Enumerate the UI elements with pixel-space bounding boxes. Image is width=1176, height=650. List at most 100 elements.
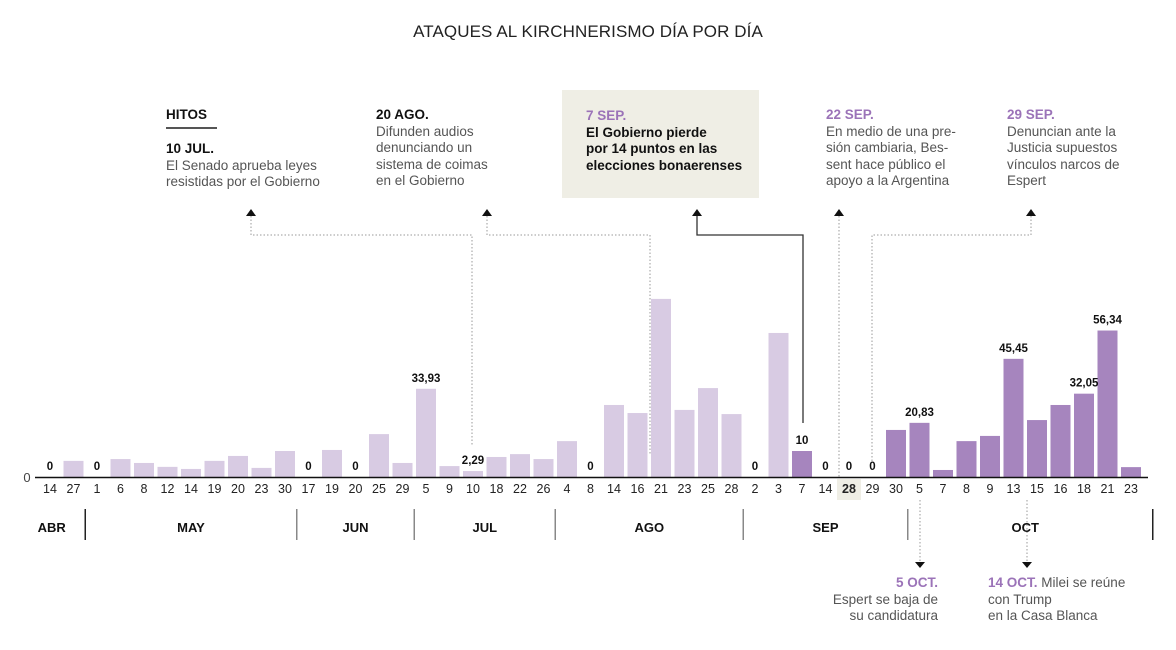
value-label-41: 45,45 [999, 343, 1028, 355]
bar-14 [369, 434, 389, 477]
value-label-35: 0 [869, 461, 875, 473]
x-tick-label-46: 23 [1124, 482, 1138, 496]
bar-17 [439, 466, 460, 477]
line: Denuncian ante la [1007, 123, 1116, 139]
x-tick-label-35: 29 [866, 482, 880, 496]
x-tick-label-30: 2 [752, 482, 759, 496]
x-tick-label-43: 16 [1054, 482, 1068, 496]
x-tick-label-1: 27 [67, 482, 81, 496]
annotation-date: 7 SEP. [586, 108, 627, 123]
x-tick-label-16: 5 [423, 482, 430, 496]
annotation-20-ago: 20 AGO. Difunden audios denunciando un sis… [376, 107, 488, 190]
annotation-5-oct: 5 OCT. Espert se baja de su candidatura [833, 575, 938, 625]
line: su candidatura [849, 608, 938, 623]
bar-3 [110, 459, 131, 477]
bar-28 [698, 388, 718, 477]
arrow-up-icon [482, 209, 492, 216]
annotation-text: Denuncian ante la Justicia supuestos víncu… [1007, 124, 1120, 189]
value-label-0: 0 [47, 461, 53, 473]
value-label-2: 0 [94, 461, 100, 473]
bar-31 [768, 332, 789, 477]
bar-8 [228, 455, 248, 477]
value-label-37: 20,83 [905, 407, 934, 419]
x-tick-label-18: 10 [466, 482, 480, 496]
x-tick-label-39: 8 [963, 482, 970, 496]
value-label-32: 10 [796, 435, 809, 447]
x-tick-label-19: 18 [490, 482, 504, 496]
bar-19 [486, 456, 507, 477]
x-tick-label-2: 1 [94, 482, 101, 496]
connector-20-ago [486, 216, 651, 455]
bar-15 [392, 462, 413, 477]
value-label-23: 0 [587, 461, 593, 473]
line: El Senado aprueba leyes [166, 157, 317, 173]
line: sión cambiaria, Bes- [826, 140, 949, 155]
line: Espert [1007, 173, 1047, 188]
x-tick-label-44: 18 [1077, 482, 1091, 496]
arrow-up-icon [246, 209, 256, 216]
value-labels: 0 0 0 0 33,93 2,29 0 0 10 0 0 0 20,83 45,45 32,05 56,34 [47, 315, 1123, 473]
bar-21 [533, 459, 554, 477]
month-axis: ABR MAY JUN JUL AGO SEP OCT [38, 509, 1154, 540]
x-tick-label-7: 19 [208, 482, 222, 496]
line: por 14 puntos en las [586, 141, 718, 156]
x-tick-label-25: 16 [631, 482, 645, 496]
y-axis-tick-0: 0 [23, 470, 30, 485]
line: Milei se reúne [1037, 575, 1126, 590]
value-label-45: 56,34 [1093, 315, 1122, 327]
x-tick-label-27: 23 [678, 482, 692, 496]
hitos-underline [166, 127, 217, 129]
bar-32 [792, 451, 812, 477]
month-label-sep: SEP [812, 520, 838, 535]
bar-40 [980, 435, 1000, 477]
bar-4 [134, 462, 154, 477]
x-tick-label-36: 30 [889, 482, 903, 496]
annotation-text: Difunden audios denunciando un sistema de … [376, 124, 488, 189]
x-tick-label-0: 14 [43, 482, 57, 496]
x-tick-label-29: 28 [725, 482, 739, 496]
annotation-text: En medio de una pre-sión cambiaria, Bes-… [826, 124, 956, 189]
bar-26 [651, 298, 671, 477]
arrow-down-icon [1022, 562, 1032, 568]
x-tick-label-17: 9 [446, 482, 453, 496]
arrow-up-icon [834, 209, 844, 216]
line: Espert se baja de [832, 591, 938, 607]
annotation-date: 29 SEP. [1007, 107, 1055, 122]
x-axis-ticks: 14 27 1 6 8 12 14 19 20 23 30 17 19 20 25 29 5 9 10 18 22 26 4… [43, 482, 1138, 496]
value-label-34: 0 [846, 461, 852, 473]
arrow-up-icon [692, 209, 702, 216]
line: denunciando un [376, 140, 473, 155]
x-tick-label-33: 14 [819, 482, 833, 496]
annotation-date: 22 SEP. [826, 107, 874, 122]
x-tick-label-8: 20 [231, 482, 245, 496]
value-label-16: 33,93 [412, 373, 441, 385]
x-tick-label-38: 7 [940, 482, 947, 496]
line: vínculos narcos de [1007, 156, 1120, 172]
x-tick-label-5: 12 [161, 482, 175, 496]
bar-43 [1050, 404, 1071, 477]
x-tick-label-6: 14 [184, 482, 198, 496]
bar-20 [510, 454, 530, 477]
line: sent hace público el [826, 156, 946, 172]
bar-29 [721, 414, 742, 477]
x-tick-label-11: 17 [302, 482, 316, 496]
bar-1 [63, 460, 84, 477]
x-tick-label-40: 9 [987, 482, 994, 496]
x-tick-label-45: 21 [1101, 482, 1115, 496]
x-tick-label-21: 26 [537, 482, 551, 496]
bar-5 [157, 466, 178, 477]
value-label-30: 0 [752, 461, 758, 473]
highlight-box-7-sep [562, 90, 759, 198]
month-label-oct: OCT [1012, 520, 1040, 535]
line: El Gobierno pierde [586, 124, 707, 140]
x-tick-label-26: 21 [654, 482, 668, 496]
line: resistidas por el Gobierno [166, 174, 320, 189]
bar-45 [1097, 330, 1118, 477]
value-label-33: 0 [822, 461, 828, 473]
x-tick-label-10: 30 [278, 482, 292, 496]
x-tick-label-20: 22 [513, 482, 527, 496]
annotation-date: 20 AGO. [376, 107, 429, 122]
hitos-heading: HITOS [166, 107, 208, 122]
line: sistema de coimas [376, 156, 488, 172]
x-tick-label-22: 4 [564, 482, 571, 496]
